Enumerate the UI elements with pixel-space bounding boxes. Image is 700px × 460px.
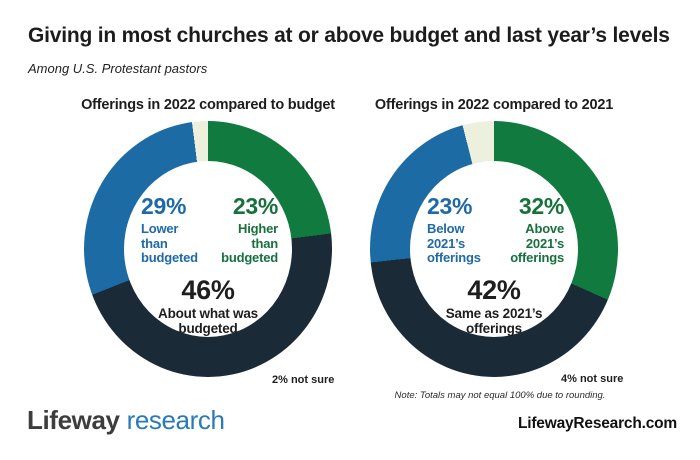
pct-below: 23% bbox=[427, 193, 473, 219]
rounding-note: Note: Totals may not equal 100% due to r… bbox=[394, 390, 606, 401]
donut-hole bbox=[410, 161, 578, 337]
chart-title-budget: Offerings in 2022 compared to budget bbox=[81, 97, 335, 113]
label-above: Above 2021’s offerings bbox=[510, 221, 564, 266]
callout-lower-than-budgeted: 29% Lower than budgeted bbox=[141, 195, 221, 266]
label-about: About what was budgeted bbox=[158, 306, 258, 337]
not-sure-note-2021: 4% not sure bbox=[561, 373, 624, 385]
label-higher: Higher than budgeted bbox=[221, 221, 278, 266]
website-url: LifewayResearch.com bbox=[517, 415, 677, 432]
callout-above-2021: 32% Above 2021’s offerings bbox=[480, 195, 564, 266]
donut-chart-budget: 29% Lower than budgeted 23% Higher than … bbox=[84, 121, 332, 377]
callout-higher-than-budgeted: 23% Higher than budgeted bbox=[194, 195, 278, 266]
label-same: Same as 2021’s offerings bbox=[445, 306, 543, 337]
callout-below-2021: 23% Below 2021’s offerings bbox=[427, 195, 507, 266]
callout-about-budgeted: 46% About what was budgeted bbox=[133, 275, 283, 337]
pct-higher: 23% bbox=[232, 193, 278, 219]
pct-about: 46% bbox=[181, 275, 235, 305]
pct-same: 42% bbox=[467, 275, 521, 305]
page-title: Giving in most churches at or above budg… bbox=[28, 24, 670, 47]
label-lower: Lower than budgeted bbox=[141, 221, 198, 266]
donut-chart-2021: 23% Below 2021’s offerings 32% Above 202… bbox=[370, 121, 618, 377]
lifeway-research-logo: Lifeway research bbox=[27, 405, 225, 436]
logo-wordmark-research: research bbox=[126, 405, 225, 435]
not-sure-note-budget: 2% not sure bbox=[272, 374, 335, 386]
pct-above: 32% bbox=[518, 193, 564, 219]
logo-wordmark-lifeway: Lifeway bbox=[27, 405, 120, 435]
label-below: Below 2021’s offerings bbox=[427, 221, 481, 266]
page-subtitle: Among U.S. Protestant pastors bbox=[28, 61, 208, 76]
callout-same-2021: 42% Same as 2021’s offerings bbox=[419, 275, 569, 337]
chart-title-2021: Offerings in 2022 compared to 2021 bbox=[374, 97, 614, 113]
pct-lower: 29% bbox=[141, 193, 187, 219]
donut-hole bbox=[124, 161, 292, 337]
